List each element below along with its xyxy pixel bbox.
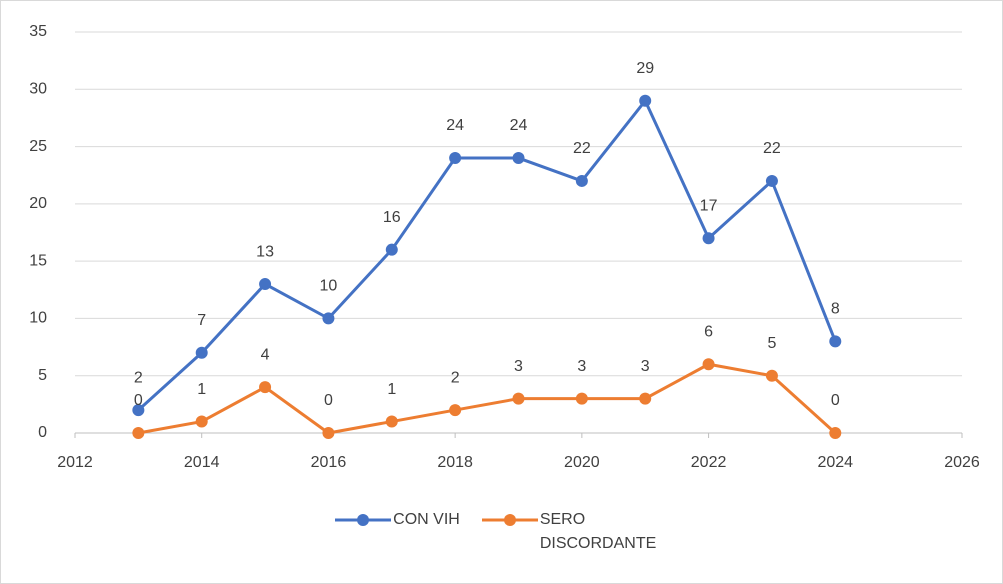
data-label: 1 xyxy=(197,381,206,398)
data-point xyxy=(639,94,652,107)
data-label: 2 xyxy=(134,369,143,386)
data-label: 29 xyxy=(636,60,654,77)
data-label: 7 xyxy=(197,312,206,329)
y-tick-label: 20 xyxy=(29,195,47,212)
x-tick-label: 2018 xyxy=(437,454,473,471)
data-point xyxy=(195,415,208,428)
data-point xyxy=(132,427,145,439)
data-point xyxy=(259,278,272,291)
data-point xyxy=(765,174,778,187)
x-tick-label: 2012 xyxy=(57,454,93,471)
data-point xyxy=(385,243,398,256)
data-point xyxy=(132,404,145,417)
data-label: 22 xyxy=(573,140,591,157)
y-tick-label: 35 xyxy=(29,23,47,40)
legend-marker xyxy=(503,514,516,526)
data-point xyxy=(322,427,335,439)
data-label: 3 xyxy=(577,358,586,375)
data-point xyxy=(195,346,208,359)
x-tick-label: 2020 xyxy=(564,454,600,471)
data-point xyxy=(512,392,525,405)
data-label: 24 xyxy=(510,117,528,134)
legend-label: SERO DISCORDANTE xyxy=(539,511,657,552)
legend-marker xyxy=(357,514,370,526)
data-point xyxy=(829,335,842,348)
data-label: 1 xyxy=(387,381,396,398)
legend-icon xyxy=(481,514,538,526)
data-point xyxy=(829,427,842,439)
legend: CON VIH SERO DISCORDANTE xyxy=(0,508,1003,556)
data-point xyxy=(575,174,588,187)
legend-entry: CON VIH xyxy=(333,508,460,556)
data-label: 6 xyxy=(704,323,713,340)
x-tick-label: 2024 xyxy=(817,454,853,471)
y-tick-label: 0 xyxy=(38,424,47,441)
legend-icon xyxy=(335,514,392,526)
y-tick-label: 30 xyxy=(29,81,47,98)
x-tick-label: 2022 xyxy=(691,454,727,471)
data-label: 0 xyxy=(324,392,333,409)
data-point xyxy=(702,358,715,371)
data-point xyxy=(322,312,335,325)
data-point xyxy=(449,152,462,165)
data-point xyxy=(702,232,715,245)
series-line xyxy=(137,97,837,412)
data-label: 22 xyxy=(763,140,781,157)
data-label: 8 xyxy=(831,301,840,318)
data-label: 0 xyxy=(831,392,840,409)
legend-entry: SERO DISCORDANTE xyxy=(480,508,670,556)
data-point xyxy=(449,404,462,417)
data-label: 3 xyxy=(514,358,523,375)
y-tick-label: 5 xyxy=(38,367,47,384)
data-point xyxy=(639,392,652,405)
data-label: 0 xyxy=(134,392,143,409)
x-tick-label: 2016 xyxy=(311,454,347,471)
data-point xyxy=(575,392,588,405)
data-point xyxy=(385,415,398,428)
series-line xyxy=(138,362,837,435)
data-label: 16 xyxy=(383,209,401,226)
data-point xyxy=(259,381,272,394)
x-tick-label: 2014 xyxy=(184,454,220,471)
data-point xyxy=(512,152,525,165)
data-label: 2 xyxy=(451,369,460,386)
data-label: 17 xyxy=(700,197,718,214)
data-label: 4 xyxy=(261,346,270,363)
data-point xyxy=(765,369,778,382)
y-tick-label: 10 xyxy=(29,310,47,327)
data-label: 13 xyxy=(256,243,274,260)
x-tick-label: 2026 xyxy=(944,454,980,471)
data-label: 24 xyxy=(446,117,464,134)
data-label: 5 xyxy=(767,335,776,352)
y-tick-label: 25 xyxy=(29,138,47,155)
legend-label: CON VIH xyxy=(393,511,460,528)
data-label: 10 xyxy=(320,278,338,295)
y-tick-label: 15 xyxy=(29,252,47,269)
data-label: 3 xyxy=(641,358,650,375)
